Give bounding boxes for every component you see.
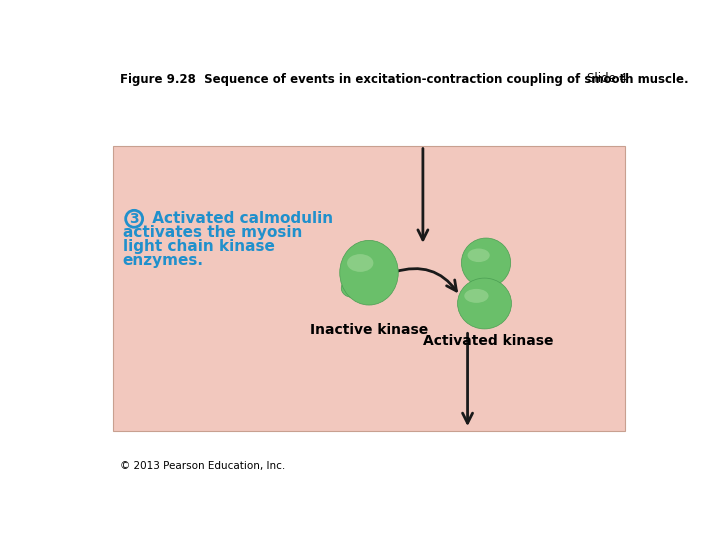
- Text: Activated kinase: Activated kinase: [423, 334, 554, 348]
- Ellipse shape: [347, 254, 374, 272]
- Text: Slide 4: Slide 4: [587, 72, 627, 85]
- Ellipse shape: [341, 279, 363, 298]
- Ellipse shape: [464, 289, 489, 303]
- Text: Activated calmodulin: Activated calmodulin: [148, 211, 333, 226]
- Ellipse shape: [467, 248, 490, 262]
- Text: enzymes.: enzymes.: [122, 253, 204, 268]
- Ellipse shape: [462, 238, 510, 287]
- Ellipse shape: [457, 278, 511, 329]
- Text: Figure 9.28  Sequence of events in excitation-contraction coupling of smooth mus: Figure 9.28 Sequence of events in excita…: [120, 72, 689, 85]
- Text: activates the myosin: activates the myosin: [122, 225, 302, 240]
- Text: light chain kinase: light chain kinase: [122, 239, 274, 254]
- Text: 3: 3: [130, 212, 139, 226]
- Ellipse shape: [340, 240, 398, 305]
- Text: © 2013 Pearson Education, Inc.: © 2013 Pearson Education, Inc.: [120, 461, 286, 471]
- FancyBboxPatch shape: [113, 146, 625, 430]
- Text: Inactive kinase: Inactive kinase: [310, 323, 428, 337]
